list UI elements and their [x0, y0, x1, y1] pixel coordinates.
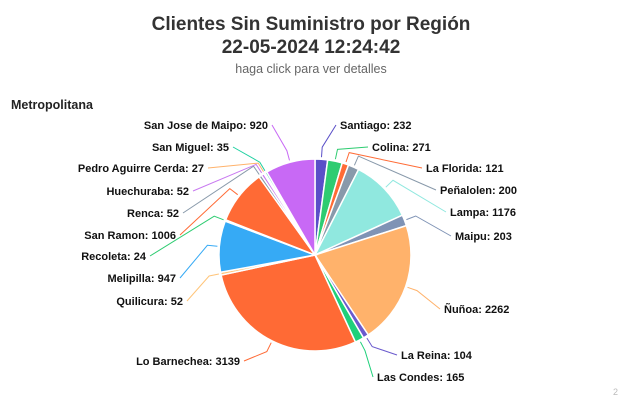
- connector-maipu: [406, 215, 452, 237]
- data-label-maipu[interactable]: Maipu: 203: [455, 231, 512, 243]
- region-label: Metropolitana: [11, 98, 93, 112]
- data-label-colina[interactable]: Colina: 271: [372, 142, 431, 154]
- data-label-santiago[interactable]: Santiago: 232: [340, 120, 412, 132]
- data-label-recoleta[interactable]: Recoleta: 24: [81, 251, 147, 263]
- connector-recoleta: [149, 215, 224, 257]
- chart-credit: 2: [612, 387, 618, 397]
- connector-huechuraba: [192, 163, 263, 192]
- pie-slice-nunoa[interactable]: [313, 224, 412, 336]
- connector-las-condes: [359, 341, 374, 378]
- data-label-renca[interactable]: Renca: 52: [127, 208, 179, 220]
- data-label-lo-barnechea[interactable]: Lo Barnechea: 3139: [136, 356, 240, 368]
- connector-san-ramon: [179, 187, 239, 236]
- connector-lampa: [385, 179, 447, 213]
- pie-slice-san-jose-de-maipo[interactable]: [265, 158, 316, 258]
- data-label-quilicura[interactable]: Quilicura: 52: [116, 296, 183, 308]
- data-label-la-reina[interactable]: La Reina: 104: [401, 350, 473, 362]
- data-label-melipilla[interactable]: Melipilla: 947: [108, 273, 176, 285]
- connector-la-florida: [345, 152, 423, 169]
- connector-pedro-aguirre-cerda: [207, 162, 264, 172]
- data-label-huechuraba[interactable]: Huechuraba: 52: [106, 186, 189, 198]
- data-label-san-jose-de-maipo[interactable]: San Jose de Maipo: 920: [144, 120, 268, 132]
- data-label-nunoa[interactable]: Ñuñoa: 2262: [444, 303, 509, 316]
- connector-quilicura: [186, 273, 219, 302]
- connector-san-miguel: [232, 146, 266, 171]
- connector-nunoa: [407, 286, 441, 310]
- connector-penalolen: [353, 155, 437, 191]
- connector-renca: [182, 165, 260, 214]
- chart-timestamp: 22-05-2024 12:24:42: [221, 37, 401, 58]
- pie-slice-lo-barnechea[interactable]: [220, 254, 357, 352]
- data-label-las-condes[interactable]: Las Condes: 165: [377, 372, 464, 384]
- data-label-lampa[interactable]: Lampa: 1176: [450, 207, 516, 219]
- connector-colina: [334, 146, 369, 160]
- data-label-san-miguel[interactable]: San Miguel: 35: [152, 142, 229, 154]
- connector-lo-barnechea: [243, 342, 272, 362]
- connector-melipilla: [179, 244, 218, 279]
- chart-subtitle: haga click para ver detalles: [235, 62, 387, 76]
- data-label-penalolen[interactable]: Peñalolen: 200: [440, 185, 517, 197]
- data-label-san-ramon[interactable]: San Ramon: 1006: [84, 230, 176, 242]
- data-label-pedro-aguirre-cerda[interactable]: Pedro Aguirre Cerda: 27: [78, 163, 204, 175]
- connector-la-reina: [366, 337, 398, 356]
- chart-title: Clientes Sin Suministro por Región: [151, 14, 471, 35]
- data-label-la-florida[interactable]: La Florida: 121: [426, 163, 504, 175]
- connector-san-jose-de-maipo: [271, 124, 290, 161]
- connector-santiago: [321, 124, 337, 158]
